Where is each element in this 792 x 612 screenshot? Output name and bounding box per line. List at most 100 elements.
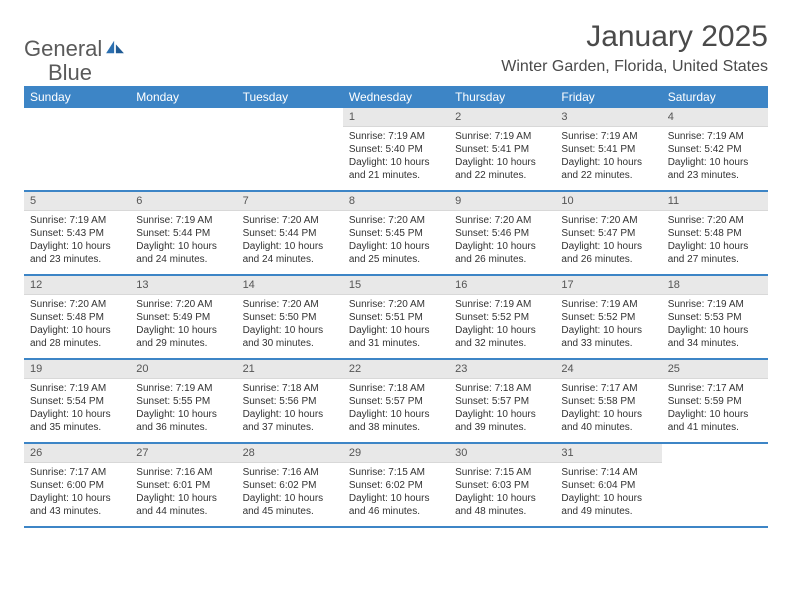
- sunset-text: Sunset: 6:01 PM: [136, 479, 230, 492]
- daylight-text: and 49 minutes.: [561, 505, 655, 518]
- sunrise-text: Sunrise: 7:19 AM: [561, 130, 655, 143]
- date-number: 21: [237, 360, 343, 379]
- sunset-text: Sunset: 5:51 PM: [349, 311, 443, 324]
- daylight-text: and 24 minutes.: [136, 253, 230, 266]
- date-number: [662, 444, 768, 462]
- date-number: 11: [662, 192, 768, 211]
- day-body: Sunrise: 7:16 AMSunset: 6:01 PMDaylight:…: [130, 463, 236, 524]
- day-body: Sunrise: 7:20 AMSunset: 5:50 PMDaylight:…: [237, 295, 343, 356]
- sunrise-text: Sunrise: 7:18 AM: [243, 382, 337, 395]
- sunset-text: Sunset: 5:54 PM: [30, 395, 124, 408]
- daylight-text: and 23 minutes.: [668, 169, 762, 182]
- day-body: Sunrise: 7:20 AMSunset: 5:47 PMDaylight:…: [555, 211, 661, 272]
- week-row: 12 Sunrise: 7:20 AM Sunset: 5:48 PM Dayligh…: [24, 276, 768, 360]
- daylight-text: and 46 minutes.: [349, 505, 443, 518]
- date-number: [237, 108, 343, 126]
- sunset-text: Sunset: 5:52 PM: [561, 311, 655, 324]
- daylight-text: and 26 minutes.: [561, 253, 655, 266]
- date-number: [24, 108, 130, 126]
- day-body: Sunrise: 7:19 AMSunset: 5:41 PMDaylight:…: [449, 127, 555, 188]
- day-body: Sunrise: 7:19 AMSunset: 5:54 PMDaylight:…: [24, 379, 130, 440]
- day-body: Sunrise: 7:19 AMSunset: 5:41 PMDaylight:…: [555, 127, 661, 188]
- date-number: 20: [130, 360, 236, 379]
- day-body: Sunrise: 7:17 AMSunset: 6:00 PMDaylight:…: [24, 463, 130, 524]
- sunrise-text: Sunrise: 7:18 AM: [349, 382, 443, 395]
- date-number: 14: [237, 276, 343, 295]
- sunrise-text: Sunrise: 7:19 AM: [668, 298, 762, 311]
- day-cell: 22Sunrise: 7:18 AMSunset: 5:57 PMDayligh…: [343, 360, 449, 442]
- sunset-text: Sunset: 5:58 PM: [561, 395, 655, 408]
- date-number: 4: [662, 108, 768, 127]
- daylight-text: and 24 minutes.: [243, 253, 337, 266]
- sunrise-text: Sunrise: 7:19 AM: [455, 130, 549, 143]
- date-number: 12: [24, 276, 130, 295]
- day-cell: 16Sunrise: 7:19 AMSunset: 5:52 PMDayligh…: [449, 276, 555, 358]
- sunset-text: Sunset: 5:59 PM: [668, 395, 762, 408]
- date-number: 29: [343, 444, 449, 463]
- day-cell: 20Sunrise: 7:19 AMSunset: 5:55 PMDayligh…: [130, 360, 236, 442]
- daylight-text: and 41 minutes.: [668, 421, 762, 434]
- day-body: Sunrise: 7:20 AMSunset: 5:49 PMDaylight:…: [130, 295, 236, 356]
- day-cell: 23Sunrise: 7:18 AMSunset: 5:57 PMDayligh…: [449, 360, 555, 442]
- sunrise-text: Sunrise: 7:20 AM: [243, 214, 337, 227]
- sunrise-text: Sunrise: 7:20 AM: [136, 298, 230, 311]
- daylight-text: Daylight: 10 hours: [243, 408, 337, 421]
- calendar-page: General January 2025 Winter Garden, Flor…: [0, 0, 792, 548]
- sunrise-text: Sunrise: 7:19 AM: [349, 130, 443, 143]
- date-number: 8: [343, 192, 449, 211]
- sunset-text: Sunset: 5:46 PM: [455, 227, 549, 240]
- day-cell: [237, 108, 343, 190]
- date-number: 18: [662, 276, 768, 295]
- daylight-text: Daylight: 10 hours: [30, 408, 124, 421]
- week-row: 5Sunrise: 7:19 AMSunset: 5:43 PMDaylight…: [24, 192, 768, 276]
- date-number: 27: [130, 444, 236, 463]
- date-number: [130, 108, 236, 126]
- daylight-text: Daylight: 10 hours: [455, 156, 549, 169]
- daylight-text: Daylight: 10 hours: [243, 240, 337, 253]
- daylight-text: and 21 minutes.: [349, 169, 443, 182]
- sunset-text: Sunset: 5:57 PM: [455, 395, 549, 408]
- date-number: 22: [343, 360, 449, 379]
- calendar-grid: SundayMondayTuesdayWednesdayThursdayFrid…: [24, 86, 768, 528]
- day-cell: 11Sunrise: 7:20 AMSunset: 5:48 PMDayligh…: [662, 192, 768, 274]
- weekday-header: Thursday: [449, 86, 555, 108]
- daylight-text: Daylight: 10 hours: [30, 240, 124, 253]
- day-cell: 21Sunrise: 7:18 AMSunset: 5:56 PMDayligh…: [237, 360, 343, 442]
- sunrise-text: Sunrise: 7:14 AM: [561, 466, 655, 479]
- sunrise-text: Sunrise: 7:19 AM: [455, 298, 549, 311]
- day-body: Sunrise: 7:20 AMSunset: 5:45 PMDaylight:…: [343, 211, 449, 272]
- date-number: 1: [343, 108, 449, 127]
- sunset-text: Sunset: 5:48 PM: [30, 311, 124, 324]
- day-cell: 28Sunrise: 7:16 AMSunset: 6:02 PMDayligh…: [237, 444, 343, 526]
- daylight-text: Daylight: 10 hours: [30, 492, 124, 505]
- sunrise-text: Sunrise: 7:20 AM: [455, 214, 549, 227]
- sunset-text: Sunset: 5:40 PM: [349, 143, 443, 156]
- sunrise-text: Sunrise: 7:15 AM: [455, 466, 549, 479]
- daylight-text: Daylight: 10 hours: [455, 492, 549, 505]
- sunset-text: Sunset: 5:47 PM: [561, 227, 655, 240]
- brand-text-gray: General: [24, 36, 102, 62]
- day-body: Sunrise: 7:15 AMSunset: 6:02 PMDaylight:…: [343, 463, 449, 524]
- daylight-text: Daylight: 10 hours: [349, 324, 443, 337]
- sunset-text: Sunset: 5:49 PM: [136, 311, 230, 324]
- daylight-text: Daylight: 10 hours: [136, 408, 230, 421]
- date-number: 7: [237, 192, 343, 211]
- sunrise-text: Sunrise: 7:19 AM: [30, 214, 124, 227]
- date-number: 19: [24, 360, 130, 379]
- sunrise-text: Sunrise: 7:20 AM: [668, 214, 762, 227]
- sunset-text: Sunset: 6:00 PM: [30, 479, 124, 492]
- weekday-header-row: SundayMondayTuesdayWednesdayThursdayFrid…: [24, 86, 768, 108]
- week-row: 26Sunrise: 7:17 AMSunset: 6:00 PMDayligh…: [24, 444, 768, 528]
- sunset-text: Sunset: 5:53 PM: [668, 311, 762, 324]
- daylight-text: Daylight: 10 hours: [136, 324, 230, 337]
- sunset-text: Sunset: 6:02 PM: [349, 479, 443, 492]
- daylight-text: Daylight: 10 hours: [668, 156, 762, 169]
- brand-text-blue: Blue: [48, 60, 92, 86]
- day-cell: 2Sunrise: 7:19 AMSunset: 5:41 PMDaylight…: [449, 108, 555, 190]
- day-cell: 25Sunrise: 7:17 AMSunset: 5:59 PMDayligh…: [662, 360, 768, 442]
- daylight-text: and 48 minutes.: [455, 505, 549, 518]
- day-cell: 15Sunrise: 7:20 AMSunset: 5:51 PMDayligh…: [343, 276, 449, 358]
- daylight-text: and 22 minutes.: [455, 169, 549, 182]
- day-body: Sunrise: 7:20 AMSunset: 5:51 PMDaylight:…: [343, 295, 449, 356]
- header: General January 2025 Winter Garden, Flor…: [24, 20, 768, 76]
